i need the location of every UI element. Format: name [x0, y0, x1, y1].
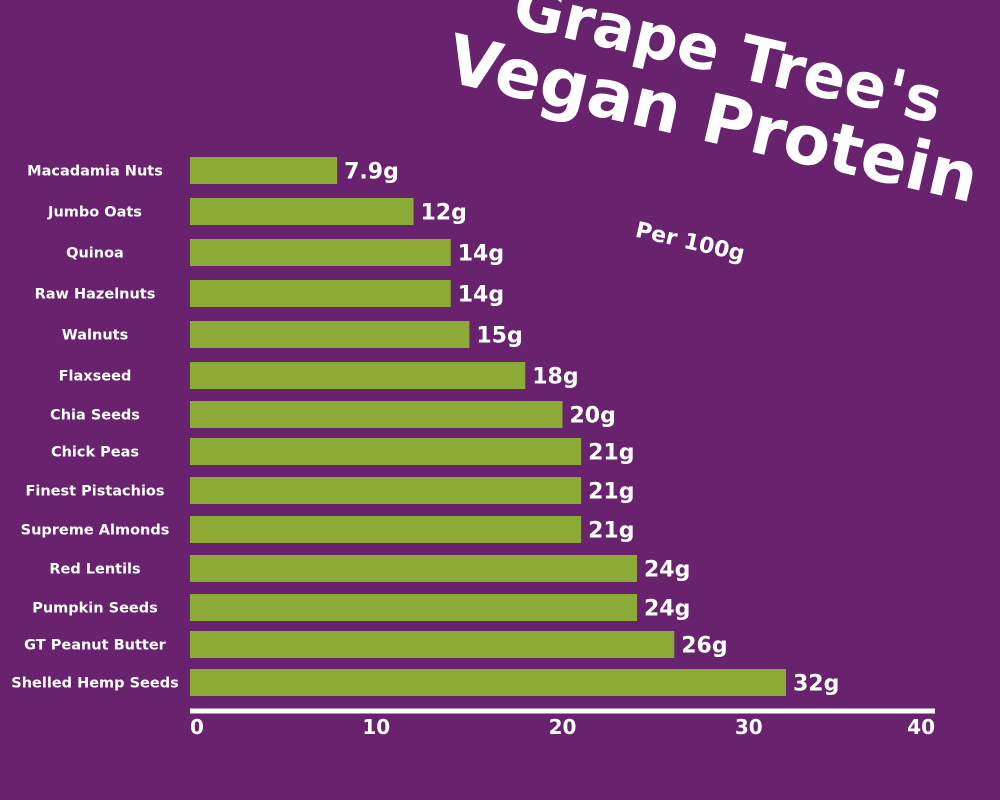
x-tick-label: 20 [549, 715, 577, 739]
bar [190, 321, 470, 348]
bar [190, 157, 338, 184]
data-label: 18g [532, 365, 578, 390]
category-label: Finest Pistachios [25, 484, 164, 500]
bar [190, 555, 637, 582]
data-label: 32g [793, 672, 839, 697]
bars-group [190, 157, 786, 696]
data-label: 21g [588, 480, 634, 505]
bar [190, 239, 451, 266]
category-label: Flaxseed [59, 369, 132, 385]
category-label: Jumbo Oats [47, 205, 142, 221]
bar [190, 594, 637, 621]
category-label: Pumpkin Seeds [32, 601, 158, 617]
x-tick-label: 30 [735, 715, 763, 739]
category-label: Macadamia Nuts [27, 164, 163, 180]
data-label: 7.9g [344, 160, 399, 185]
x-tick-label: 40 [907, 715, 935, 739]
bar [190, 362, 526, 389]
data-label: 20g [570, 404, 616, 429]
category-label: GT Peanut Butter [24, 638, 167, 654]
bar [190, 280, 451, 307]
category-label: Quinoa [66, 246, 124, 262]
data-label: 21g [588, 519, 634, 544]
bar [190, 631, 675, 658]
category-label: Shelled Hemp Seeds [11, 676, 178, 692]
data-label: 15g [476, 324, 522, 349]
category-label: Chia Seeds [50, 408, 140, 424]
bar [190, 516, 582, 543]
data-label: 14g [458, 283, 504, 308]
bar [190, 198, 414, 225]
category-label: Chick Peas [51, 445, 139, 461]
data-label: 26g [681, 634, 727, 659]
bar [190, 477, 582, 504]
data-label: 14g [458, 242, 504, 267]
data-label: 24g [644, 558, 690, 583]
category-label: Walnuts [62, 328, 128, 344]
bar [190, 401, 563, 428]
x-tick-label: 10 [362, 715, 390, 739]
category-label: Supreme Almonds [21, 523, 170, 539]
bar [190, 438, 582, 465]
category-labels-group: Macadamia Nuts Jumbo Oats Quinoa Raw Hazeln… [11, 164, 178, 692]
data-label: 21g [588, 441, 634, 466]
x-axis: 0 10 20 30 40 [190, 708, 935, 739]
category-label: Red Lentils [49, 562, 140, 578]
data-label: 12g [421, 201, 467, 226]
bar [190, 669, 786, 696]
data-label: 24g [644, 597, 690, 622]
value-labels-group: 7.9g 12g 14g 14g 15g 18g 20g 21g 21g 21g 24g 24g 26g… [344, 160, 839, 697]
x-tick-label: 0 [190, 715, 204, 739]
category-label: Raw Hazelnuts [35, 287, 156, 303]
